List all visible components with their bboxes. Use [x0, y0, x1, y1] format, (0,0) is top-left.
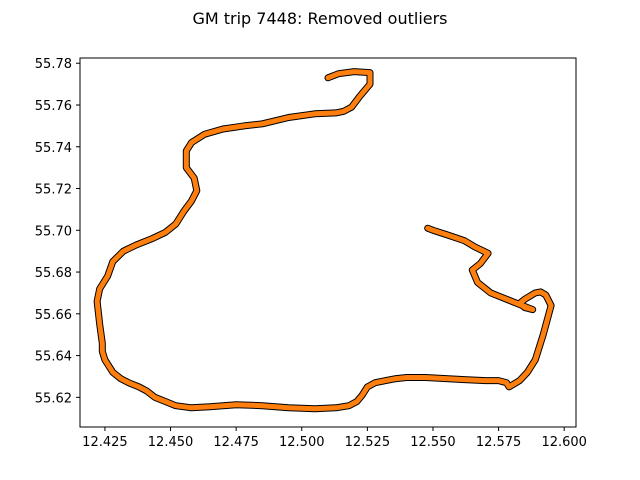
y-tick-label: 55.62: [35, 391, 72, 406]
x-tick-label: 12.550: [410, 435, 456, 450]
y-tick-label: 55.72: [35, 183, 72, 198]
x-tick-label: 12.525: [345, 435, 391, 450]
chart-title: GM trip 7448: Removed outliers: [192, 9, 447, 28]
x-tick-label: 12.600: [541, 435, 587, 450]
x-tick-label: 12.425: [82, 435, 128, 450]
axes-frame: [79, 57, 577, 428]
y-tick-label: 55.76: [35, 99, 72, 114]
x-tick-label: 12.575: [476, 435, 522, 450]
series-line-0: [93, 68, 555, 413]
y-tick-label: 55.74: [35, 141, 72, 156]
plot-area: [93, 68, 555, 413]
y-tick-label: 55.70: [35, 224, 72, 239]
x-axis: 12.425 12.450 12.475 12.500 12.525 12.550 12.5…: [82, 427, 587, 450]
y-axis: 55.62 55.64 55.66 55.68 55.70 55.72 55.74 55.76…: [35, 57, 80, 406]
x-tick-label: 12.500: [279, 435, 325, 450]
y-tick-label: 55.64: [35, 350, 72, 365]
y-tick-label: 55.78: [35, 57, 72, 72]
x-tick-label: 12.450: [148, 435, 194, 450]
x-tick-label: 12.475: [213, 435, 259, 450]
y-tick-label: 55.68: [35, 266, 72, 281]
series-line-1: [94, 69, 554, 412]
y-tick-label: 55.66: [35, 308, 72, 323]
